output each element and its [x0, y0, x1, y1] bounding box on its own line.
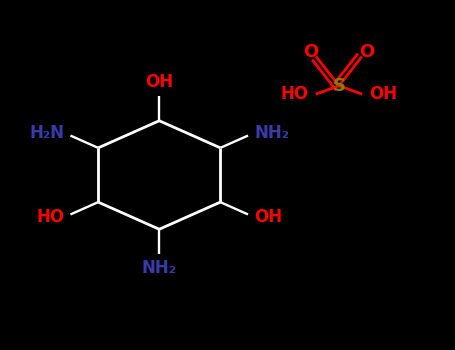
Text: OH: OH	[145, 73, 173, 91]
Text: H₂N: H₂N	[30, 124, 65, 142]
Text: HO: HO	[36, 208, 65, 226]
Text: HO: HO	[281, 85, 309, 103]
Text: NH₂: NH₂	[254, 124, 289, 142]
Text: OH: OH	[254, 208, 282, 226]
Text: O: O	[359, 43, 374, 61]
Text: O: O	[303, 43, 318, 61]
Text: NH₂: NH₂	[142, 259, 177, 277]
Text: OH: OH	[369, 85, 397, 103]
Text: S: S	[333, 77, 345, 95]
